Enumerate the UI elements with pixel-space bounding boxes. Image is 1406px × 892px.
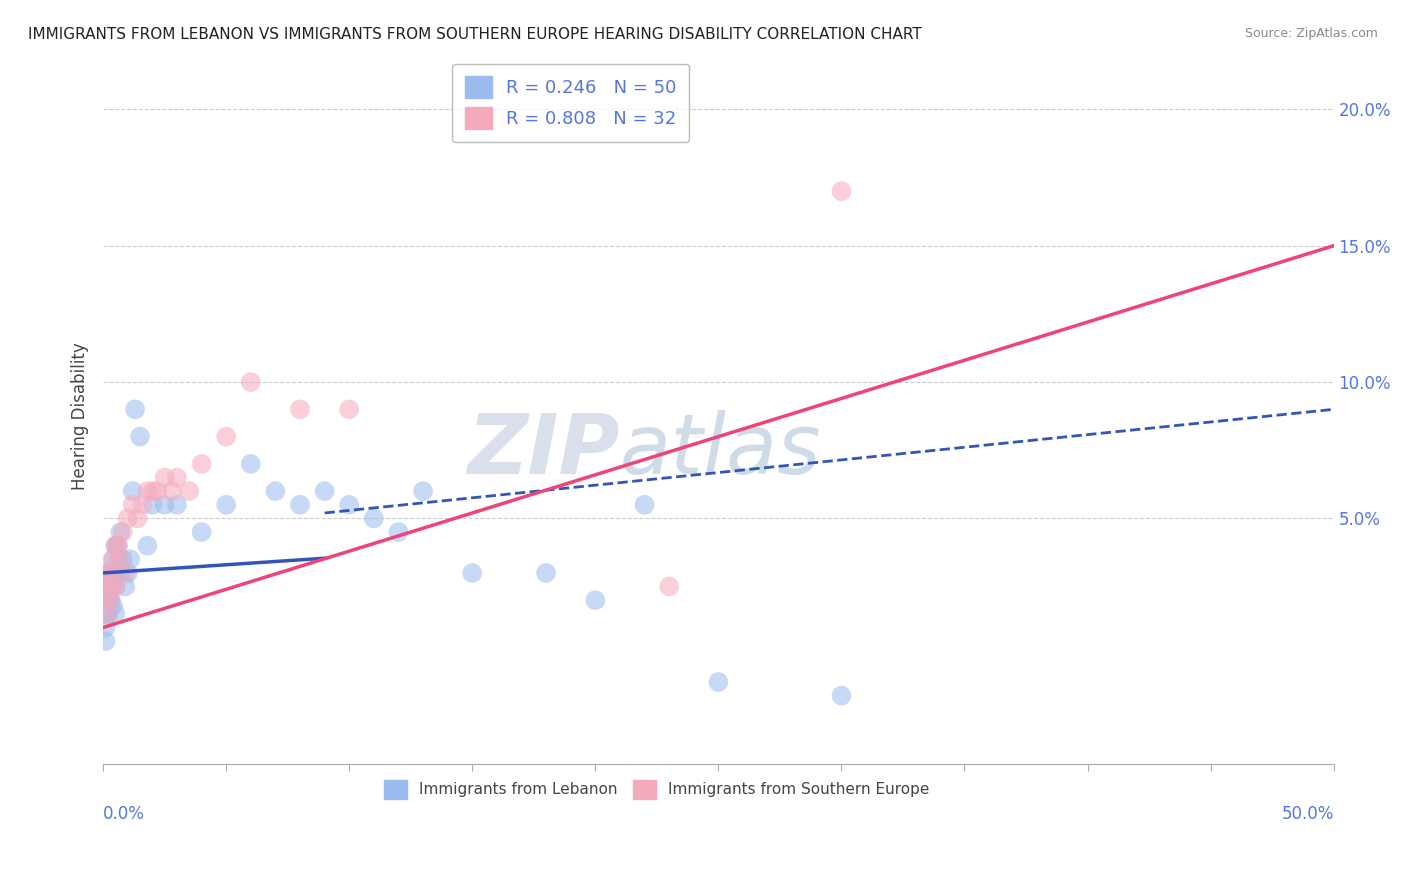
Point <box>239 457 262 471</box>
Point <box>129 429 152 443</box>
Point <box>314 484 336 499</box>
Point <box>120 552 142 566</box>
Point <box>412 484 434 499</box>
Point <box>830 689 852 703</box>
Point <box>190 524 212 539</box>
Point <box>101 552 124 566</box>
Point <box>97 593 120 607</box>
Point <box>136 539 159 553</box>
Point <box>141 484 163 499</box>
Point <box>110 552 132 566</box>
Point <box>107 539 129 553</box>
Point <box>104 539 127 553</box>
Text: 0.0%: 0.0% <box>103 805 145 823</box>
Point <box>100 566 122 580</box>
Point <box>97 607 120 621</box>
Point <box>94 593 117 607</box>
Point <box>288 402 311 417</box>
Point <box>104 580 127 594</box>
Point <box>127 511 149 525</box>
Point <box>658 580 681 594</box>
Point <box>121 484 143 499</box>
Point <box>121 498 143 512</box>
Point <box>534 566 557 580</box>
Point <box>94 580 117 594</box>
Point <box>153 470 176 484</box>
Point <box>114 580 136 594</box>
Point <box>337 402 360 417</box>
Text: ZIP: ZIP <box>467 410 620 491</box>
Point <box>288 498 311 512</box>
Point <box>160 484 183 499</box>
Point <box>104 566 127 580</box>
Point <box>94 566 117 580</box>
Point <box>215 498 238 512</box>
Text: Source: ZipAtlas.com: Source: ZipAtlas.com <box>1244 27 1378 40</box>
Point <box>830 184 852 198</box>
Text: 50.0%: 50.0% <box>1281 805 1334 823</box>
Text: atlas: atlas <box>620 410 821 491</box>
Point <box>100 566 122 580</box>
Point <box>110 566 132 580</box>
Point <box>114 566 136 580</box>
Point <box>100 593 122 607</box>
Point <box>101 580 124 594</box>
Point <box>264 484 287 499</box>
Point <box>337 498 360 512</box>
Point <box>239 375 262 389</box>
Point <box>97 566 120 580</box>
Point <box>707 675 730 690</box>
Text: IMMIGRANTS FROM LEBANON VS IMMIGRANTS FROM SOUTHERN EUROPE HEARING DISABILITY CO: IMMIGRANTS FROM LEBANON VS IMMIGRANTS FR… <box>28 27 922 42</box>
Point <box>111 552 134 566</box>
Point <box>110 524 132 539</box>
Point <box>94 607 117 621</box>
Point <box>107 552 129 566</box>
Point <box>153 498 176 512</box>
Point <box>94 620 117 634</box>
Point <box>104 607 127 621</box>
Point <box>215 429 238 443</box>
Y-axis label: Hearing Disability: Hearing Disability <box>72 343 89 490</box>
Point <box>97 580 120 594</box>
Point <box>111 524 134 539</box>
Point <box>117 511 139 525</box>
Point <box>104 539 127 553</box>
Point <box>94 634 117 648</box>
Point <box>141 498 163 512</box>
Point <box>101 599 124 613</box>
Point <box>100 593 122 607</box>
Point <box>387 524 409 539</box>
Point <box>107 539 129 553</box>
Point <box>166 470 188 484</box>
Point <box>124 402 146 417</box>
Point <box>146 484 169 499</box>
Point <box>633 498 655 512</box>
Point <box>136 484 159 499</box>
Point <box>94 593 117 607</box>
Point <box>104 580 127 594</box>
Point <box>461 566 484 580</box>
Point <box>117 566 139 580</box>
Point <box>100 580 122 594</box>
Point <box>363 511 385 525</box>
Point <box>166 498 188 512</box>
Point <box>131 498 153 512</box>
Point <box>97 607 120 621</box>
Point <box>179 484 201 499</box>
Point <box>101 552 124 566</box>
Point <box>583 593 606 607</box>
Legend: Immigrants from Lebanon, Immigrants from Southern Europe: Immigrants from Lebanon, Immigrants from… <box>378 774 935 805</box>
Point <box>97 580 120 594</box>
Point <box>190 457 212 471</box>
Point <box>101 571 124 585</box>
